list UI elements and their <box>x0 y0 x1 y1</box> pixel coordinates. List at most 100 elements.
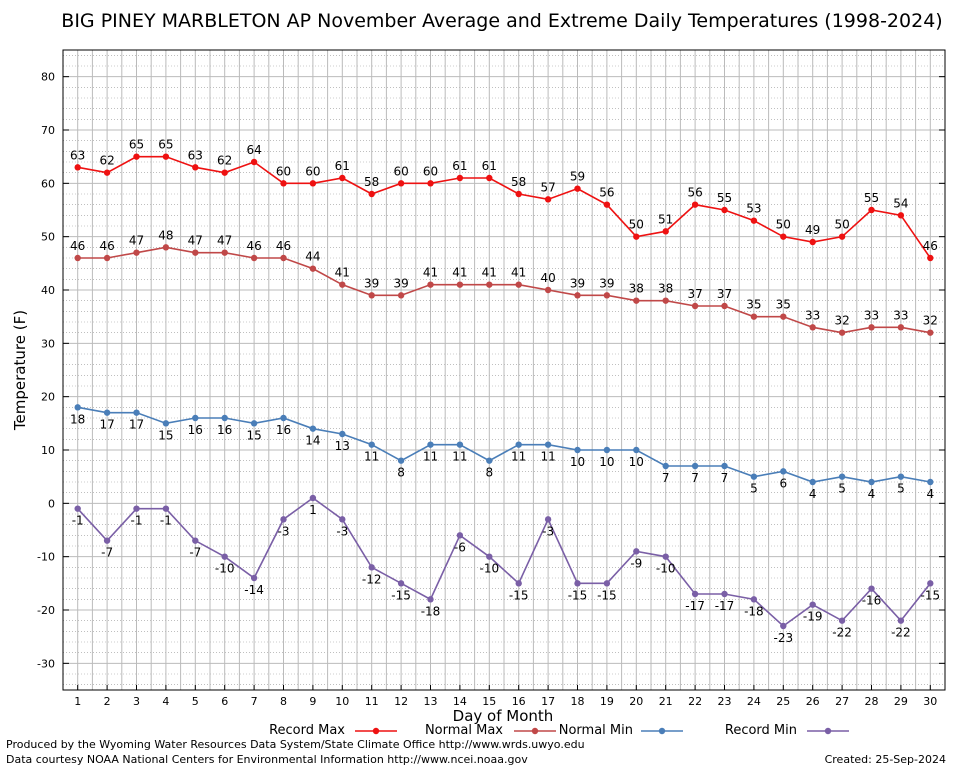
normal-max-point <box>397 292 405 299</box>
record-max-point <box>368 190 375 198</box>
record-max-value-label: 60 <box>305 164 320 178</box>
record-max-point <box>309 180 317 187</box>
record-max-value-label: 54 <box>893 196 908 210</box>
record-min-value-label: -3 <box>542 524 554 538</box>
x-tick-label: 16 <box>512 695 526 708</box>
normal-min-point <box>544 441 552 448</box>
record-min-point <box>103 537 111 544</box>
chart-title: BIG PINEY MARBLETON AP November Average … <box>61 10 942 32</box>
normal-min-point <box>838 473 846 480</box>
normal-max-value-label: 35 <box>776 298 791 312</box>
record-min-point <box>486 553 493 560</box>
normal-min-point <box>250 420 258 427</box>
record-min-point <box>427 596 434 603</box>
y-tick-label: -10 <box>37 551 55 564</box>
record-min-point <box>927 580 934 587</box>
x-tick-label: 26 <box>806 695 820 708</box>
record-max-value-label: 53 <box>746 202 761 216</box>
record-min-value-label: -15 <box>391 588 411 602</box>
normal-max-value-label: 39 <box>570 276 585 290</box>
normal-min-point <box>280 414 287 422</box>
normal-max-point <box>339 281 346 288</box>
normal-max-point <box>603 292 611 299</box>
normal-min-point <box>691 462 699 470</box>
normal-min-value-label: 11 <box>452 450 467 464</box>
record-min-value-label: -15 <box>568 588 588 602</box>
record-max-value-label: 51 <box>658 212 673 226</box>
y-tick-label: 80 <box>41 71 55 84</box>
record-max-point <box>838 233 846 240</box>
normal-max-point <box>192 249 199 256</box>
normal-min-point <box>456 441 464 448</box>
record-max-point <box>103 169 111 176</box>
x-tick-label: 1 <box>74 695 81 708</box>
normal-min-point <box>574 446 581 454</box>
normal-max-point <box>897 324 905 331</box>
record-max-point <box>74 164 81 171</box>
record-max-point <box>280 180 287 187</box>
record-max-value-label: 65 <box>129 138 144 152</box>
y-tick-label: 10 <box>41 444 55 457</box>
record-min-point <box>221 553 228 560</box>
normal-min-point <box>809 478 816 486</box>
record-max-value-label: 50 <box>629 218 644 232</box>
record-max-value-label: 63 <box>70 148 85 162</box>
normal-min-point <box>662 462 669 470</box>
normal-max-value-label: 33 <box>864 308 879 322</box>
legend-label-normal-max: Normal Max <box>425 723 503 738</box>
record-max-point <box>927 254 934 262</box>
record-min-point <box>897 617 905 624</box>
normal-max-value-label: 37 <box>687 287 702 301</box>
normal-min-point <box>927 478 934 486</box>
record-max-value-label: 61 <box>482 159 497 173</box>
normal-min-value-label: 11 <box>511 450 526 464</box>
x-tick-label: 8 <box>280 695 287 708</box>
series-layer <box>74 153 934 630</box>
normal-max-point <box>515 281 522 288</box>
record-max-value-label: 62 <box>99 154 114 168</box>
record-min-point <box>368 564 375 571</box>
record-min-point <box>868 585 875 592</box>
record-max-point <box>515 190 522 198</box>
normal-max-point <box>427 281 434 288</box>
record-max-point <box>809 238 816 246</box>
record-min-point <box>838 617 846 624</box>
normal-min-value-label: 4 <box>809 487 817 501</box>
normal-min-value-label: 16 <box>188 423 203 437</box>
normal-max-point <box>544 286 552 294</box>
normal-min-point <box>397 457 405 464</box>
normal-min-point <box>427 441 434 448</box>
record-max-point <box>574 185 581 192</box>
normal-min-value-label: 11 <box>540 450 555 464</box>
footer-created-date: Created: 25-Sep-2024 <box>825 753 946 766</box>
record-max-value-label: 60 <box>423 164 438 178</box>
normal-max-value-label: 48 <box>158 228 173 242</box>
normal-min-value-label: 10 <box>570 455 585 469</box>
normal-min-point <box>162 420 170 427</box>
x-axis-label: Day of Month <box>453 707 554 725</box>
record-max-point <box>750 217 758 224</box>
record-min-value-label: -14 <box>244 583 264 597</box>
record-max-value-label: 58 <box>511 175 526 189</box>
normal-max-point <box>309 265 317 272</box>
normal-min-point <box>515 441 522 448</box>
record-min-value-label: -1 <box>72 514 84 528</box>
normal-min-point <box>74 404 81 411</box>
x-tick-label: 5 <box>192 695 199 708</box>
record-max-value-label: 46 <box>923 239 938 253</box>
legend-label-record-min: Record Min <box>725 723 797 738</box>
record-min-value-label: -3 <box>336 524 348 538</box>
normal-max-point <box>662 297 669 304</box>
normal-min-value-label: 10 <box>629 455 644 469</box>
record-max-value-label: 59 <box>570 170 585 184</box>
record-max-value-label: 55 <box>864 191 879 205</box>
normal-min-value-label: 15 <box>158 428 173 442</box>
record-max-point <box>397 180 405 187</box>
record-min-point <box>192 537 199 544</box>
normal-max-point <box>721 302 728 310</box>
normal-min-value-label: 7 <box>691 471 699 485</box>
normal-max-point <box>456 281 464 288</box>
normal-min-value-label: 17 <box>129 418 144 432</box>
normal-min-value-label: 16 <box>276 423 291 437</box>
